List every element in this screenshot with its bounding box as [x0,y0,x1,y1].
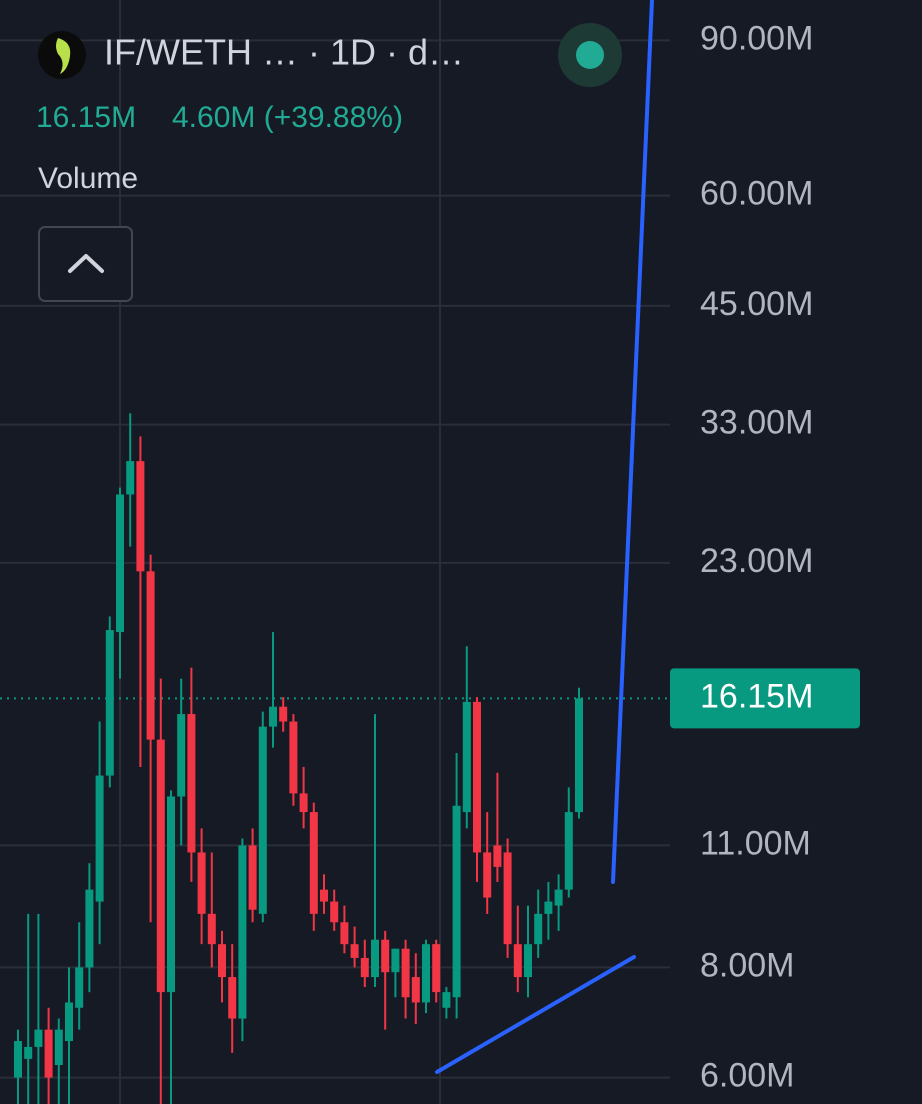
last-price-label: 16.15M [700,677,813,715]
candle-body [279,706,288,722]
y-tick-label: 60.00M [700,175,813,213]
candle-body [85,889,94,968]
candle-body [167,796,175,993]
candle-body [462,701,471,813]
candle-body [360,957,369,978]
candle-body [299,793,308,813]
header: IF/WETH … · 1D · d… 16.15M 4.60M (+39.88… [36,23,622,302]
candle-body [238,845,247,1019]
candle-body [95,775,104,902]
candle-body [524,944,532,978]
candle-body [24,1046,33,1059]
candle-body [320,889,328,902]
candle-body [534,913,543,945]
candle-body [258,726,267,914]
candle-body [544,901,553,914]
candle-body [554,889,563,906]
candle-body [218,944,226,978]
candle-body [14,1041,22,1078]
candle-body [126,461,135,495]
candle-body [452,805,461,998]
chart-title[interactable]: IF/WETH … · 1D · d… [104,32,464,73]
candle-body [442,992,451,1008]
candle-body [289,721,298,794]
candle-body [177,714,186,797]
y-tick-label: 11.00M [700,824,811,862]
candle-body [391,948,400,973]
candle-body [309,812,318,914]
candle-body [503,852,512,945]
trend-line [611,0,654,884]
candle-body [54,1029,63,1066]
candle-body [136,461,145,572]
y-tick-label: 6.00M [700,1057,795,1095]
candle-body [473,701,481,853]
candle-body [207,913,216,945]
collapse-button[interactable] [38,226,133,302]
candle-body [146,571,155,740]
last-price-tag [670,668,860,729]
candle-body [187,714,196,853]
y-tick-label: 8.00M [700,946,795,984]
candle-body [65,1002,73,1042]
grid [0,0,670,1104]
candle-body [248,845,257,910]
candle-body [340,922,349,945]
y-tick-label: 33.00M [700,404,813,442]
candles [14,413,583,1104]
candle-body [116,494,124,633]
candle-body [350,944,359,958]
collapse-icon [68,254,104,273]
candle-body [483,852,492,898]
y-tick-label: 90.00M [700,19,813,57]
candle-body [371,939,379,978]
candle-body [575,698,583,813]
y-tick-label: 45.00M [700,285,813,323]
candle-body [513,944,522,978]
candle-body [422,944,430,1003]
status-dot [576,41,604,69]
candle-body [493,845,502,867]
candle-body [269,706,277,727]
candle-body [75,967,84,1008]
candle-body [432,944,441,993]
trend-line [435,955,636,1074]
candle-body [564,812,573,890]
candle-body [330,901,339,923]
indicator-name[interactable]: Volume [38,162,138,195]
candle-body [228,977,237,1019]
candle-body [197,852,206,914]
y-axis: 6.00M 8.00M 11.00M 23.00M 33.00M 45.00M 60.00M… [670,19,860,1095]
candle-body [34,1029,43,1047]
candle-body [381,939,390,973]
candle-body [44,1029,53,1078]
candle-body [156,739,165,993]
candle-body [105,630,114,776]
y-tick-label: 23.00M [700,542,813,580]
candle-body [401,948,410,998]
symbol-icon-art [56,38,71,74]
change: 4.60M (+39.88%) [172,101,403,134]
candle-body [411,977,420,1003]
last-value: 16.15M [36,101,136,134]
